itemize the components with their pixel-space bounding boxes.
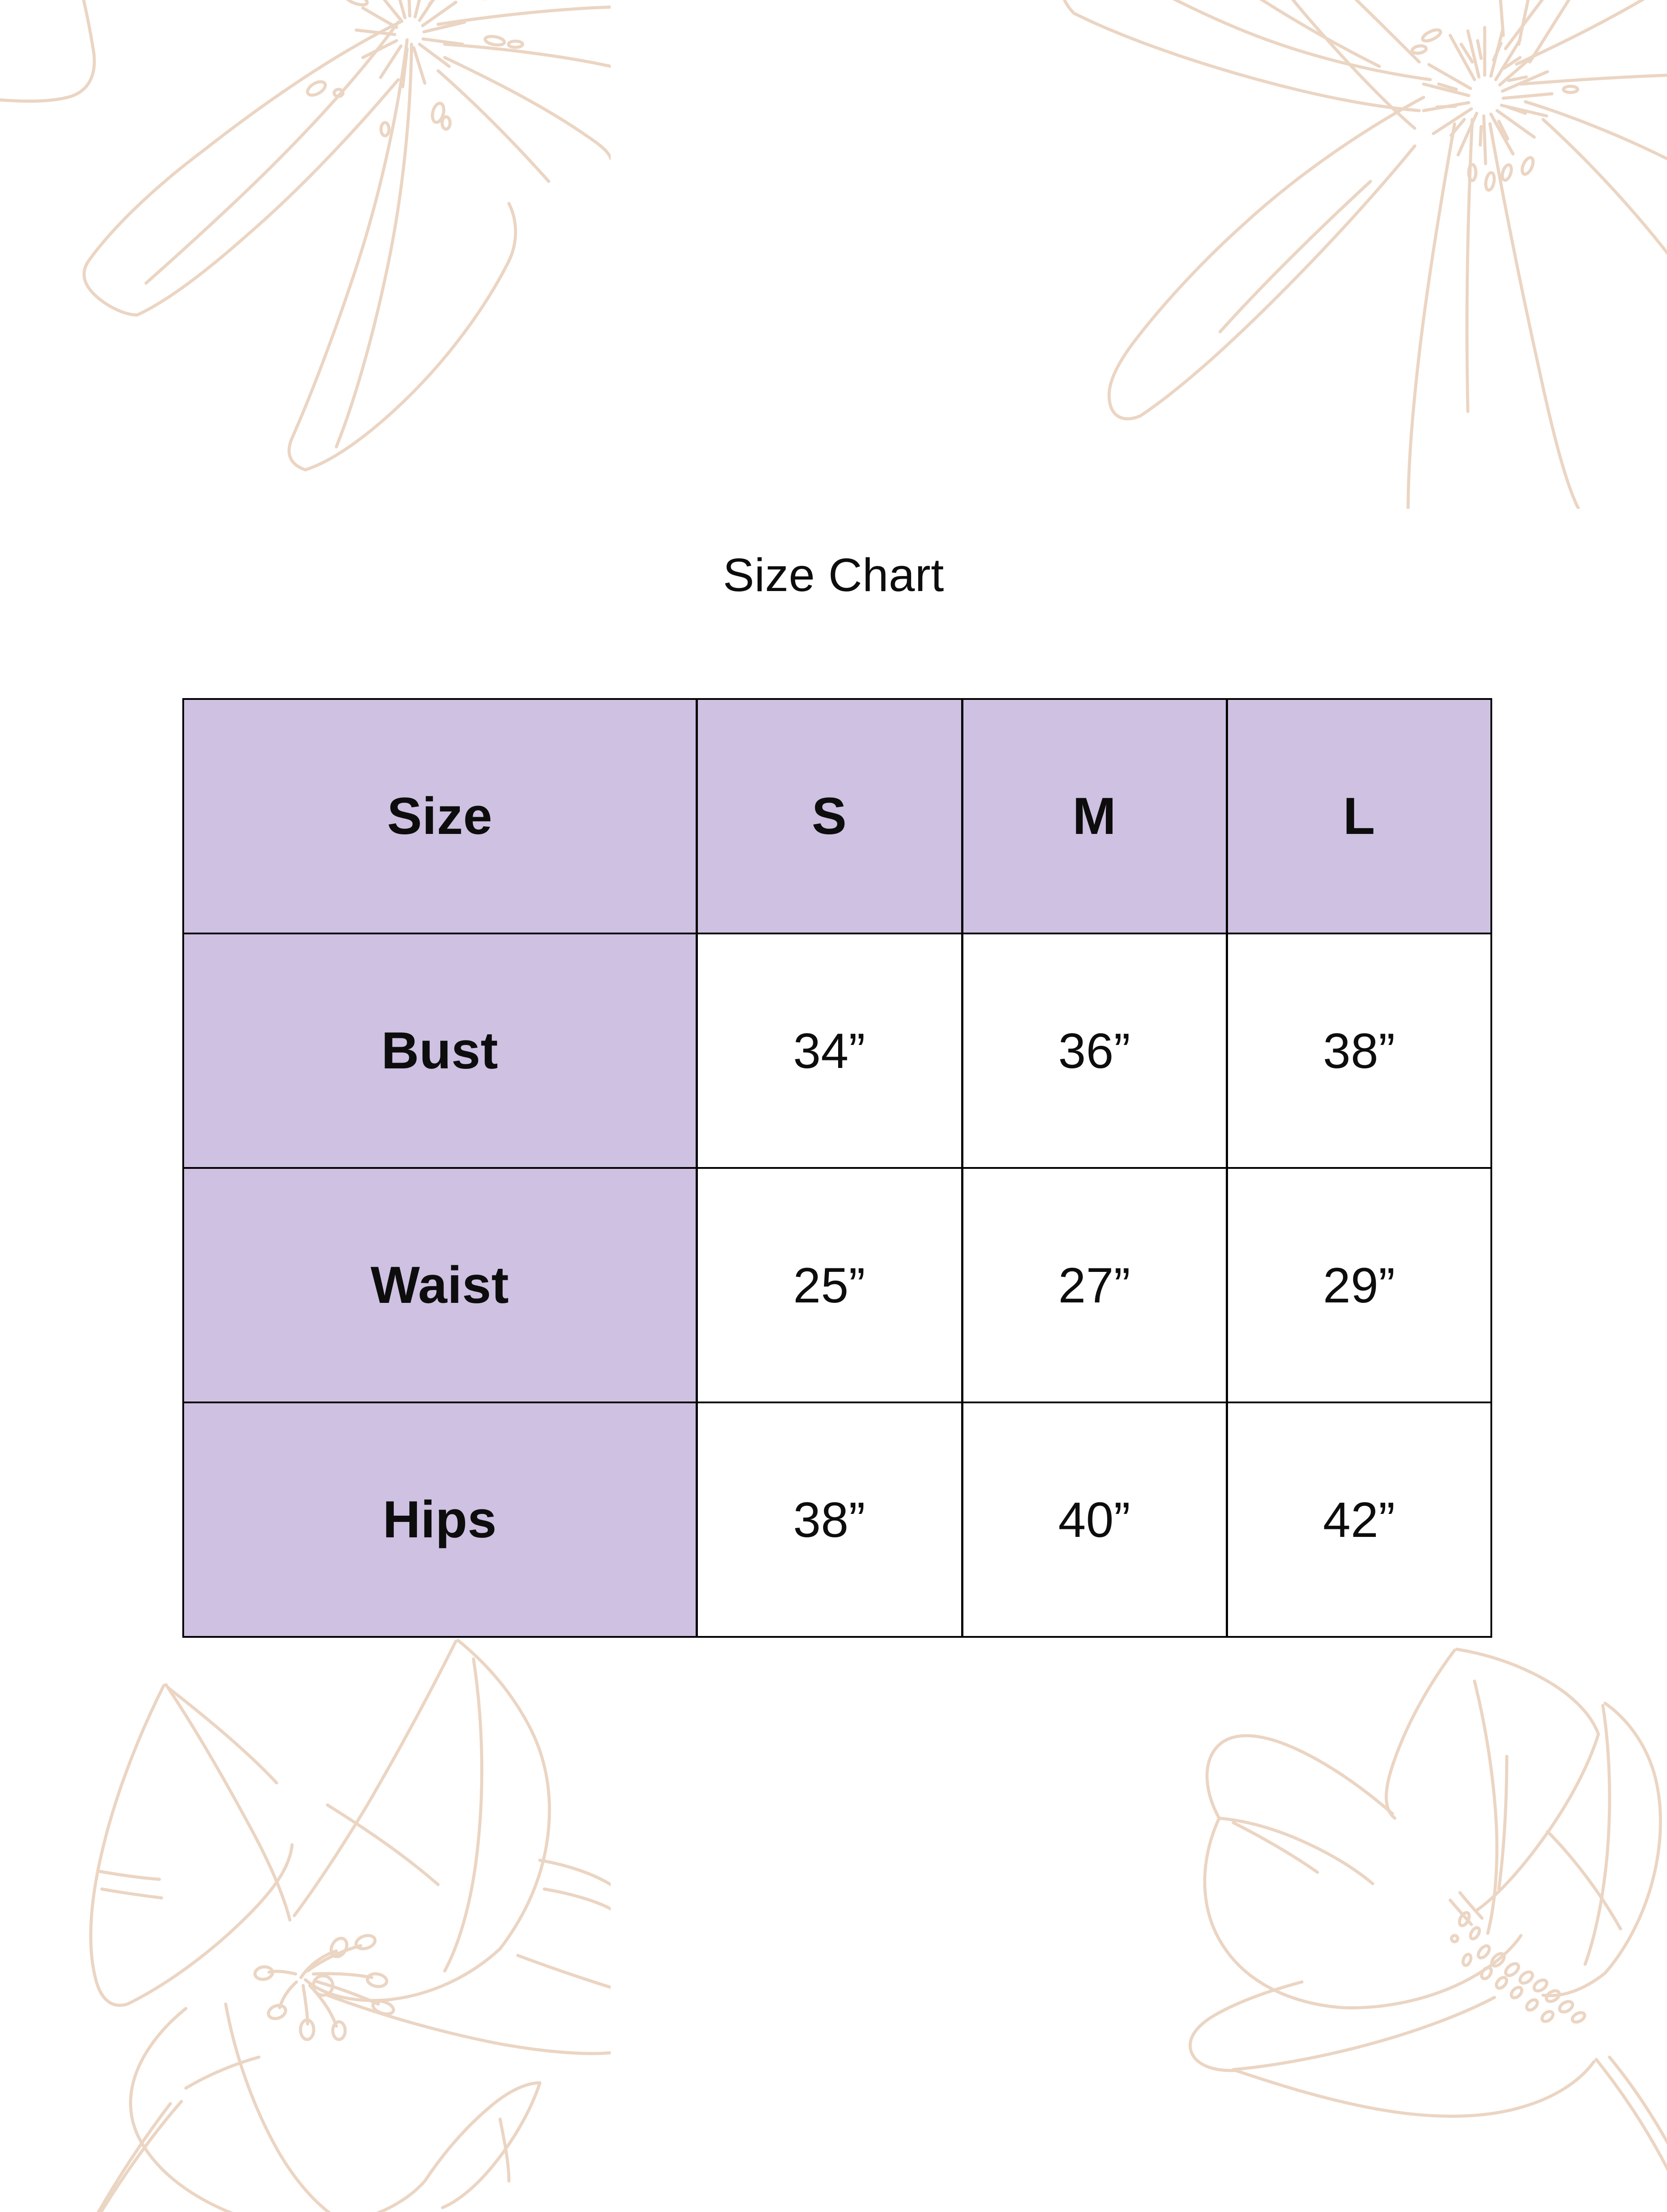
cell-value: 34”: [793, 1023, 866, 1079]
row-label-bust: Bust: [182, 933, 697, 1169]
header-label-l: L: [1343, 787, 1375, 845]
size-chart-table: Size S M L Bust 34”: [182, 698, 1492, 1638]
header-label-m: M: [1072, 787, 1116, 845]
floral-top-right: [1030, 0, 1667, 509]
row-label-text: Bust: [381, 1022, 498, 1080]
cell-waist-s: 25”: [695, 1167, 963, 1403]
cell-bust-l: 38”: [1225, 933, 1492, 1169]
cell-value: 27”: [1058, 1257, 1131, 1313]
table-row: Bust 34” 36” 38”: [182, 933, 1492, 1169]
cell-waist-l: 29”: [1225, 1167, 1492, 1403]
cell-waist-m: 27”: [961, 1167, 1228, 1403]
header-cell-l: L: [1225, 698, 1492, 934]
row-label-hips: Hips: [182, 1402, 697, 1638]
header-label-size: Size: [387, 787, 493, 845]
cell-hips-s: 38”: [695, 1402, 963, 1638]
cell-value: 42”: [1323, 1492, 1395, 1548]
row-label-text: Waist: [370, 1256, 509, 1314]
row-label-waist: Waist: [182, 1167, 697, 1403]
page-title: Size Chart: [723, 549, 944, 601]
floral-top-left: [0, 0, 611, 504]
cell-value: 38”: [1323, 1023, 1395, 1079]
cell-value: 38”: [793, 1492, 866, 1548]
table-row: Hips 38” 40” 42”: [182, 1402, 1492, 1638]
row-label-text: Hips: [382, 1490, 497, 1549]
table-row: Waist 25” 27” 29”: [182, 1167, 1492, 1403]
header-cell-s: S: [695, 698, 963, 934]
header-label-s: S: [812, 787, 847, 845]
cell-bust-m: 36”: [961, 933, 1228, 1169]
cell-value: 29”: [1323, 1257, 1395, 1313]
header-cell-m: M: [961, 698, 1228, 934]
cell-value: 36”: [1058, 1023, 1131, 1079]
floral-bottom-right: [1101, 1624, 1667, 2212]
table-header-row: Size S M L: [182, 698, 1492, 934]
header-cell-size: Size: [182, 698, 697, 934]
cell-value: 40”: [1058, 1492, 1131, 1548]
cell-hips-m: 40”: [961, 1402, 1228, 1638]
cell-hips-l: 42”: [1225, 1402, 1492, 1638]
cell-bust-s: 34”: [695, 933, 963, 1169]
cell-value: 25”: [793, 1257, 866, 1313]
floral-bottom-left: [18, 1606, 611, 2212]
